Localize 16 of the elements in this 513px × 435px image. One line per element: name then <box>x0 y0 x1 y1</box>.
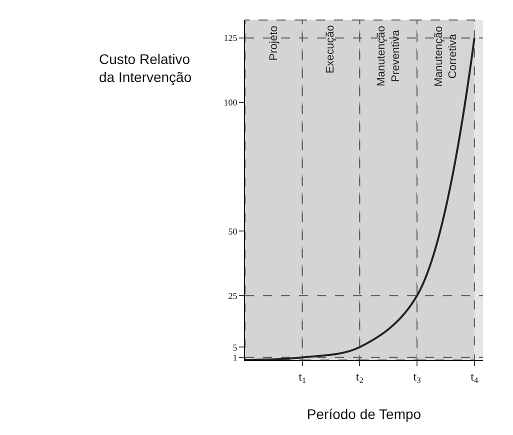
x-axis-title: Período de Tempo <box>306 406 422 422</box>
x-tick-label: t$_{1}$ <box>298 369 306 385</box>
band-label: Manutenção Corretiva <box>432 26 460 87</box>
band-label: Manutenção Preventiva <box>375 26 402 86</box>
y-tick-label: 1 <box>232 352 238 363</box>
x-tick-label: t$_{4}$ <box>470 369 479 385</box>
y-tick-label: 50 <box>228 226 238 236</box>
band-label: Execução <box>324 25 337 74</box>
y-tick-label: 5 <box>232 342 238 352</box>
x-tick-label: t$_{2}$ <box>356 369 364 385</box>
band-label: Projeto <box>268 26 280 61</box>
x-tick-label: t$_{3}$ <box>413 369 421 385</box>
y-tick-label: 100 <box>224 98 238 108</box>
y-tick-label: 125 <box>224 33 238 44</box>
y-tick-label: 25 <box>228 290 238 301</box>
y-axis-title: Custo Relativo da Intervenção <box>99 51 192 86</box>
